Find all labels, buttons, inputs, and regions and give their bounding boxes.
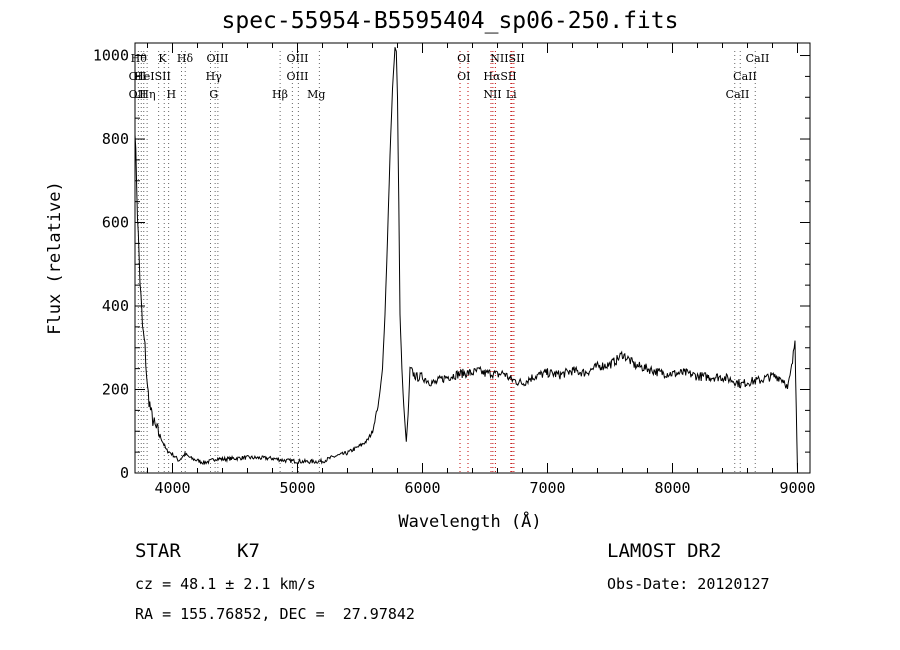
line-label: OII: [129, 88, 147, 101]
line-label: HeISII: [134, 70, 171, 83]
line-label: HαSII: [483, 70, 516, 83]
object-subclass: K7: [237, 540, 260, 562]
line-label: OII: [129, 70, 147, 83]
line-label: NII: [483, 88, 501, 101]
x-tick-label: 6000: [404, 479, 440, 497]
line-label: H: [166, 88, 176, 101]
line-label: OIII: [206, 52, 228, 65]
y-tick-label: 400: [102, 297, 129, 315]
x-tick-label: 5000: [279, 479, 315, 497]
line-label: OIII: [286, 52, 308, 65]
line-label: K: [158, 52, 167, 65]
chart-title: spec-55954-B5595404_sp06-250.fits: [221, 8, 679, 34]
y-tick-label: 200: [102, 381, 129, 399]
line-label: Hβ: [272, 88, 288, 101]
line-label: NIISII: [490, 52, 525, 65]
line-label: Li: [506, 88, 517, 101]
coordinates: RA = 155.76852, DEC = 27.97842: [135, 605, 415, 623]
observation-date: Obs-Date: 20120127: [607, 575, 770, 593]
x-tick-label: 4000: [154, 479, 190, 497]
line-label: Hη: [139, 88, 155, 101]
y-axis-label: Flux (relative): [45, 181, 65, 335]
y-tick-label: 0: [120, 464, 129, 482]
survey-name: LAMOST DR2: [607, 540, 722, 562]
redshift-cz: cz = 48.1 ± 2.1 km/s: [135, 575, 316, 593]
spectrum-line: [134, 47, 798, 471]
line-label: Mg: [307, 88, 325, 101]
y-tick-label: 1000: [93, 47, 129, 65]
line-label: OI: [457, 70, 470, 83]
x-tick-label: 7000: [529, 479, 565, 497]
x-axis-label: Wavelength (Å): [398, 512, 542, 532]
line-label: Hγ: [206, 70, 223, 83]
line-label: Hθ: [131, 52, 148, 65]
line-label: CaII: [746, 52, 770, 65]
line-label: CaII: [733, 70, 757, 83]
line-label: OIII: [286, 70, 308, 83]
x-tick-label: 9000: [779, 479, 815, 497]
line-label: CaII: [726, 88, 750, 101]
y-tick-label: 600: [102, 214, 129, 232]
x-tick-label: 8000: [654, 479, 690, 497]
y-tick-label: 800: [102, 130, 129, 148]
line-label: OI: [457, 52, 470, 65]
line-label: G: [209, 88, 218, 101]
plot-frame: [134, 42, 811, 474]
object-class: STAR: [135, 540, 181, 562]
line-label: Hδ: [177, 52, 194, 65]
